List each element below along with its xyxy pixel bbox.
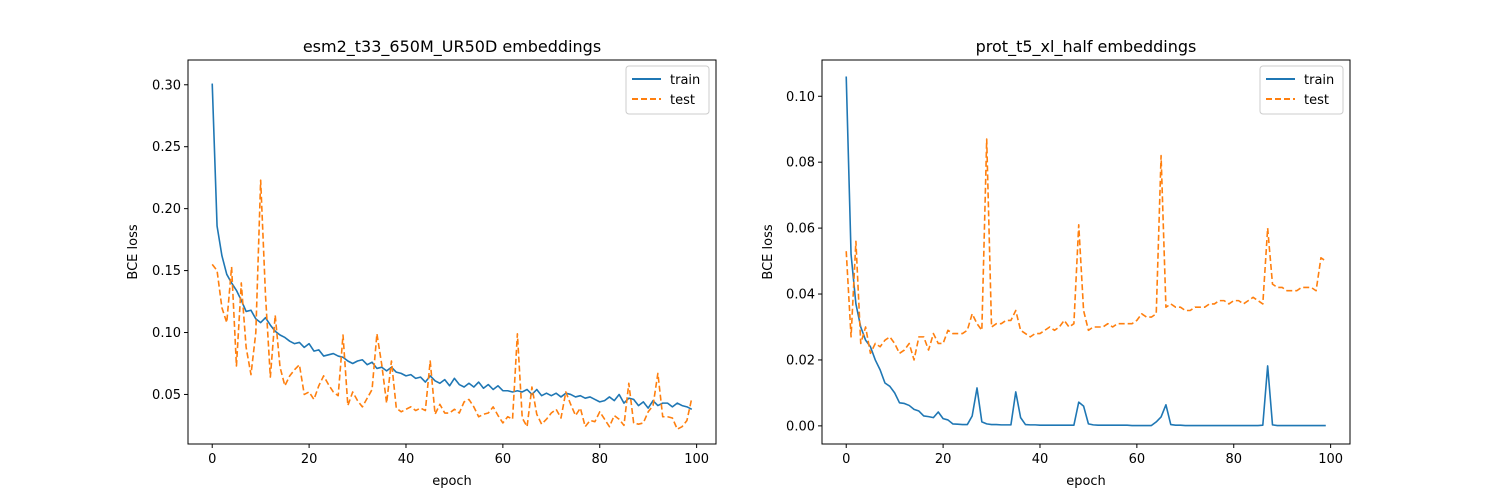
- legend-test-label: test: [670, 93, 695, 108]
- y-tick-label: 0.20: [152, 202, 181, 217]
- plot-frame: [821, 59, 1351, 445]
- x-tick-label: 40: [1032, 452, 1049, 467]
- x-axis-label: epoch: [1066, 474, 1106, 489]
- y-axis-label: BCE loss: [126, 224, 141, 279]
- y-tick-label: 0.02: [786, 353, 815, 368]
- series-lines: [845, 76, 1327, 427]
- y-tick-label: 0.10: [152, 326, 181, 341]
- y-tick-label: 0.25: [152, 140, 181, 155]
- legend-train-label: train: [670, 73, 700, 88]
- x-tick-label: 20: [301, 452, 318, 467]
- legend-test-label: test: [1304, 93, 1329, 108]
- subplot-esm2: esm2_t33_650M_UR50D embeddings 0.050.100…: [126, 37, 717, 489]
- y-tick-label: 0.30: [152, 78, 181, 93]
- x-tick-label: 80: [1225, 452, 1242, 467]
- plot-frame: [187, 59, 717, 445]
- series-lines: [211, 83, 693, 430]
- y-tick-label: 0.04: [786, 288, 815, 303]
- x-tick-label: 100: [1318, 452, 1343, 467]
- y-ticks: 0.05 0.10 0.15 0.20 0.25 0.30: [152, 78, 188, 403]
- chart-title: esm2_t33_650M_UR50D embeddings: [303, 37, 601, 57]
- y-axis-label: BCE loss: [761, 224, 776, 279]
- x-tick-label: 40: [398, 452, 415, 467]
- y-tick-label: 0.08: [786, 156, 815, 171]
- x-tick-label: 0: [208, 452, 216, 467]
- y-tick-label: 0.00: [786, 419, 815, 434]
- x-tick-label: 100: [684, 452, 709, 467]
- series-line-train: [845, 76, 1326, 427]
- subplot-prot-t5: prot_t5_xl_half embeddings 0.000.020.040…: [761, 37, 1351, 489]
- x-axis-label: epoch: [432, 474, 472, 489]
- chart-title: prot_t5_xl_half embeddings: [976, 37, 1197, 57]
- x-tick-label: 60: [495, 452, 512, 467]
- y-tick-label: 0.05: [152, 388, 181, 403]
- series-line-test: [845, 138, 1327, 361]
- legend-train-label: train: [1304, 73, 1334, 88]
- legend: train test: [1259, 65, 1344, 115]
- x-tick-label: 80: [591, 452, 608, 467]
- x-ticks: 0 20 40 60 80 100: [208, 444, 709, 467]
- legend: train test: [625, 65, 710, 115]
- y-ticks: 0.00 0.02 0.04 0.06 0.08 0.10: [786, 90, 822, 434]
- x-tick-label: 60: [1129, 452, 1146, 467]
- x-ticks: 0 20 40 60 80 100: [842, 444, 1343, 467]
- x-tick-label: 0: [842, 452, 850, 467]
- x-tick-label: 20: [935, 452, 952, 467]
- y-tick-label: 0.15: [152, 264, 181, 279]
- series-line-test: [211, 179, 693, 430]
- y-tick-label: 0.10: [786, 90, 815, 105]
- y-tick-label: 0.06: [786, 222, 815, 237]
- series-line-train: [211, 83, 693, 411]
